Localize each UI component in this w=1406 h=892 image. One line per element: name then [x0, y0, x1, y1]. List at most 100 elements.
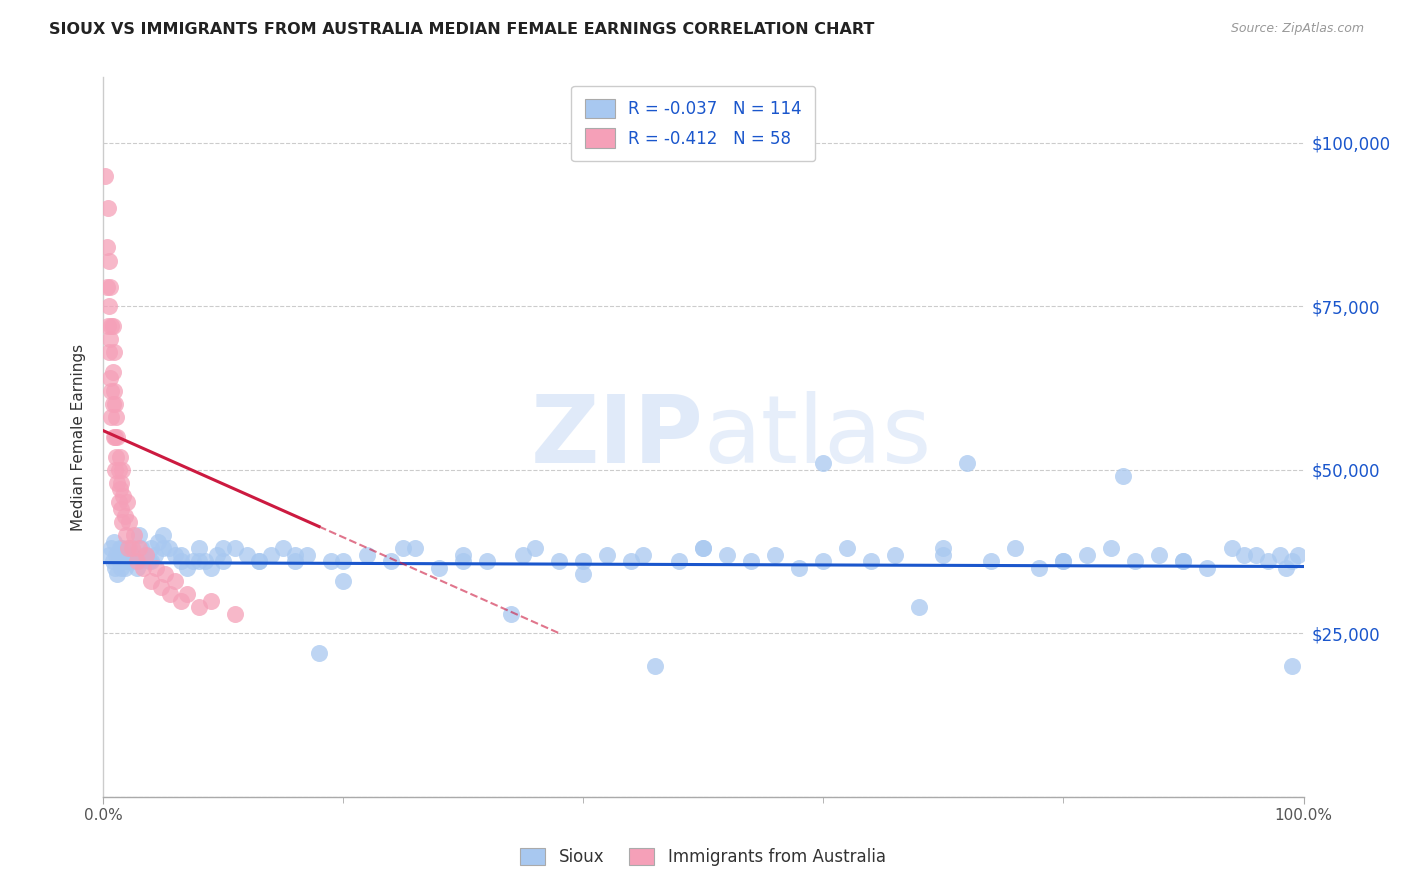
Point: [212, 554, 235, 568]
Point: [524, 541, 547, 556]
Point: [104, 463, 127, 477]
Point: [100, 541, 122, 556]
Point: [121, 541, 143, 556]
Point: [837, 541, 859, 556]
Point: [131, 561, 153, 575]
Point: [1268, 548, 1291, 562]
Point: [107, 463, 129, 477]
Point: [97, 299, 120, 313]
Point: [112, 489, 135, 503]
Point: [284, 548, 307, 562]
Point: [104, 561, 127, 575]
Point: [125, 561, 148, 575]
Point: [114, 528, 136, 542]
Point: [139, 574, 162, 588]
Point: [236, 548, 259, 562]
Point: [131, 541, 153, 556]
Point: [170, 548, 193, 562]
Point: [319, 554, 342, 568]
Point: [107, 495, 129, 509]
Point: [247, 554, 270, 568]
Point: [668, 554, 690, 568]
Point: [908, 600, 931, 615]
Point: [114, 508, 136, 523]
Text: ZIP: ZIP: [530, 391, 703, 483]
Point: [1028, 561, 1050, 575]
Point: [125, 554, 148, 568]
Text: Source: ZipAtlas.com: Source: ZipAtlas.com: [1230, 22, 1364, 36]
Point: [813, 456, 835, 470]
Point: [813, 554, 835, 568]
Point: [308, 646, 330, 660]
Point: [103, 345, 125, 359]
Point: [111, 515, 134, 529]
Point: [157, 541, 180, 556]
Point: [224, 607, 246, 621]
Point: [284, 554, 307, 568]
Text: atlas: atlas: [703, 391, 931, 483]
Point: [103, 384, 125, 399]
Point: [1197, 561, 1219, 575]
Legend: R = -0.037   N = 114, R = -0.412   N = 58: R = -0.037 N = 114, R = -0.412 N = 58: [571, 86, 815, 161]
Point: [103, 430, 125, 444]
Point: [110, 561, 132, 575]
Point: [104, 397, 127, 411]
Point: [1112, 469, 1135, 483]
Text: SIOUX VS IMMIGRANTS FROM AUSTRALIA MEDIAN FEMALE EARNINGS CORRELATION CHART: SIOUX VS IMMIGRANTS FROM AUSTRALIA MEDIA…: [49, 22, 875, 37]
Point: [115, 495, 138, 509]
Point: [620, 554, 643, 568]
Point: [356, 548, 378, 562]
Legend: Sioux, Immigrants from Australia: Sioux, Immigrants from Australia: [512, 840, 894, 875]
Point: [205, 548, 228, 562]
Point: [380, 554, 402, 568]
Point: [932, 541, 955, 556]
Point: [572, 554, 595, 568]
Point: [139, 541, 162, 556]
Point: [155, 567, 177, 582]
Point: [631, 548, 654, 562]
Point: [110, 502, 132, 516]
Point: [224, 541, 246, 556]
Point: [1099, 541, 1122, 556]
Point: [295, 548, 318, 562]
Point: [97, 345, 120, 359]
Point: [548, 554, 571, 568]
Point: [104, 430, 127, 444]
Point: [94, 169, 117, 183]
Point: [1149, 548, 1171, 562]
Point: [200, 593, 222, 607]
Point: [145, 561, 167, 575]
Point: [1076, 548, 1098, 562]
Point: [138, 554, 160, 568]
Point: [188, 554, 211, 568]
Y-axis label: Median Female Earnings: Median Female Earnings: [72, 343, 86, 531]
Point: [1232, 548, 1254, 562]
Point: [200, 561, 222, 575]
Point: [176, 587, 198, 601]
Point: [1220, 541, 1243, 556]
Point: [1052, 554, 1074, 568]
Point: [97, 548, 120, 562]
Point: [128, 554, 150, 568]
Point: [716, 548, 738, 562]
Point: [98, 371, 121, 385]
Point: [97, 318, 120, 333]
Point: [427, 561, 450, 575]
Point: [143, 548, 166, 562]
Point: [100, 410, 122, 425]
Point: [114, 548, 136, 562]
Point: [97, 201, 120, 215]
Point: [572, 567, 595, 582]
Point: [117, 541, 139, 556]
Point: [111, 541, 134, 556]
Point: [1286, 548, 1309, 562]
Point: [101, 318, 124, 333]
Point: [105, 475, 128, 490]
Point: [188, 600, 211, 615]
Point: [105, 548, 128, 562]
Point: [118, 541, 141, 556]
Point: [118, 515, 141, 529]
Point: [740, 554, 762, 568]
Point: [163, 548, 186, 562]
Point: [787, 561, 810, 575]
